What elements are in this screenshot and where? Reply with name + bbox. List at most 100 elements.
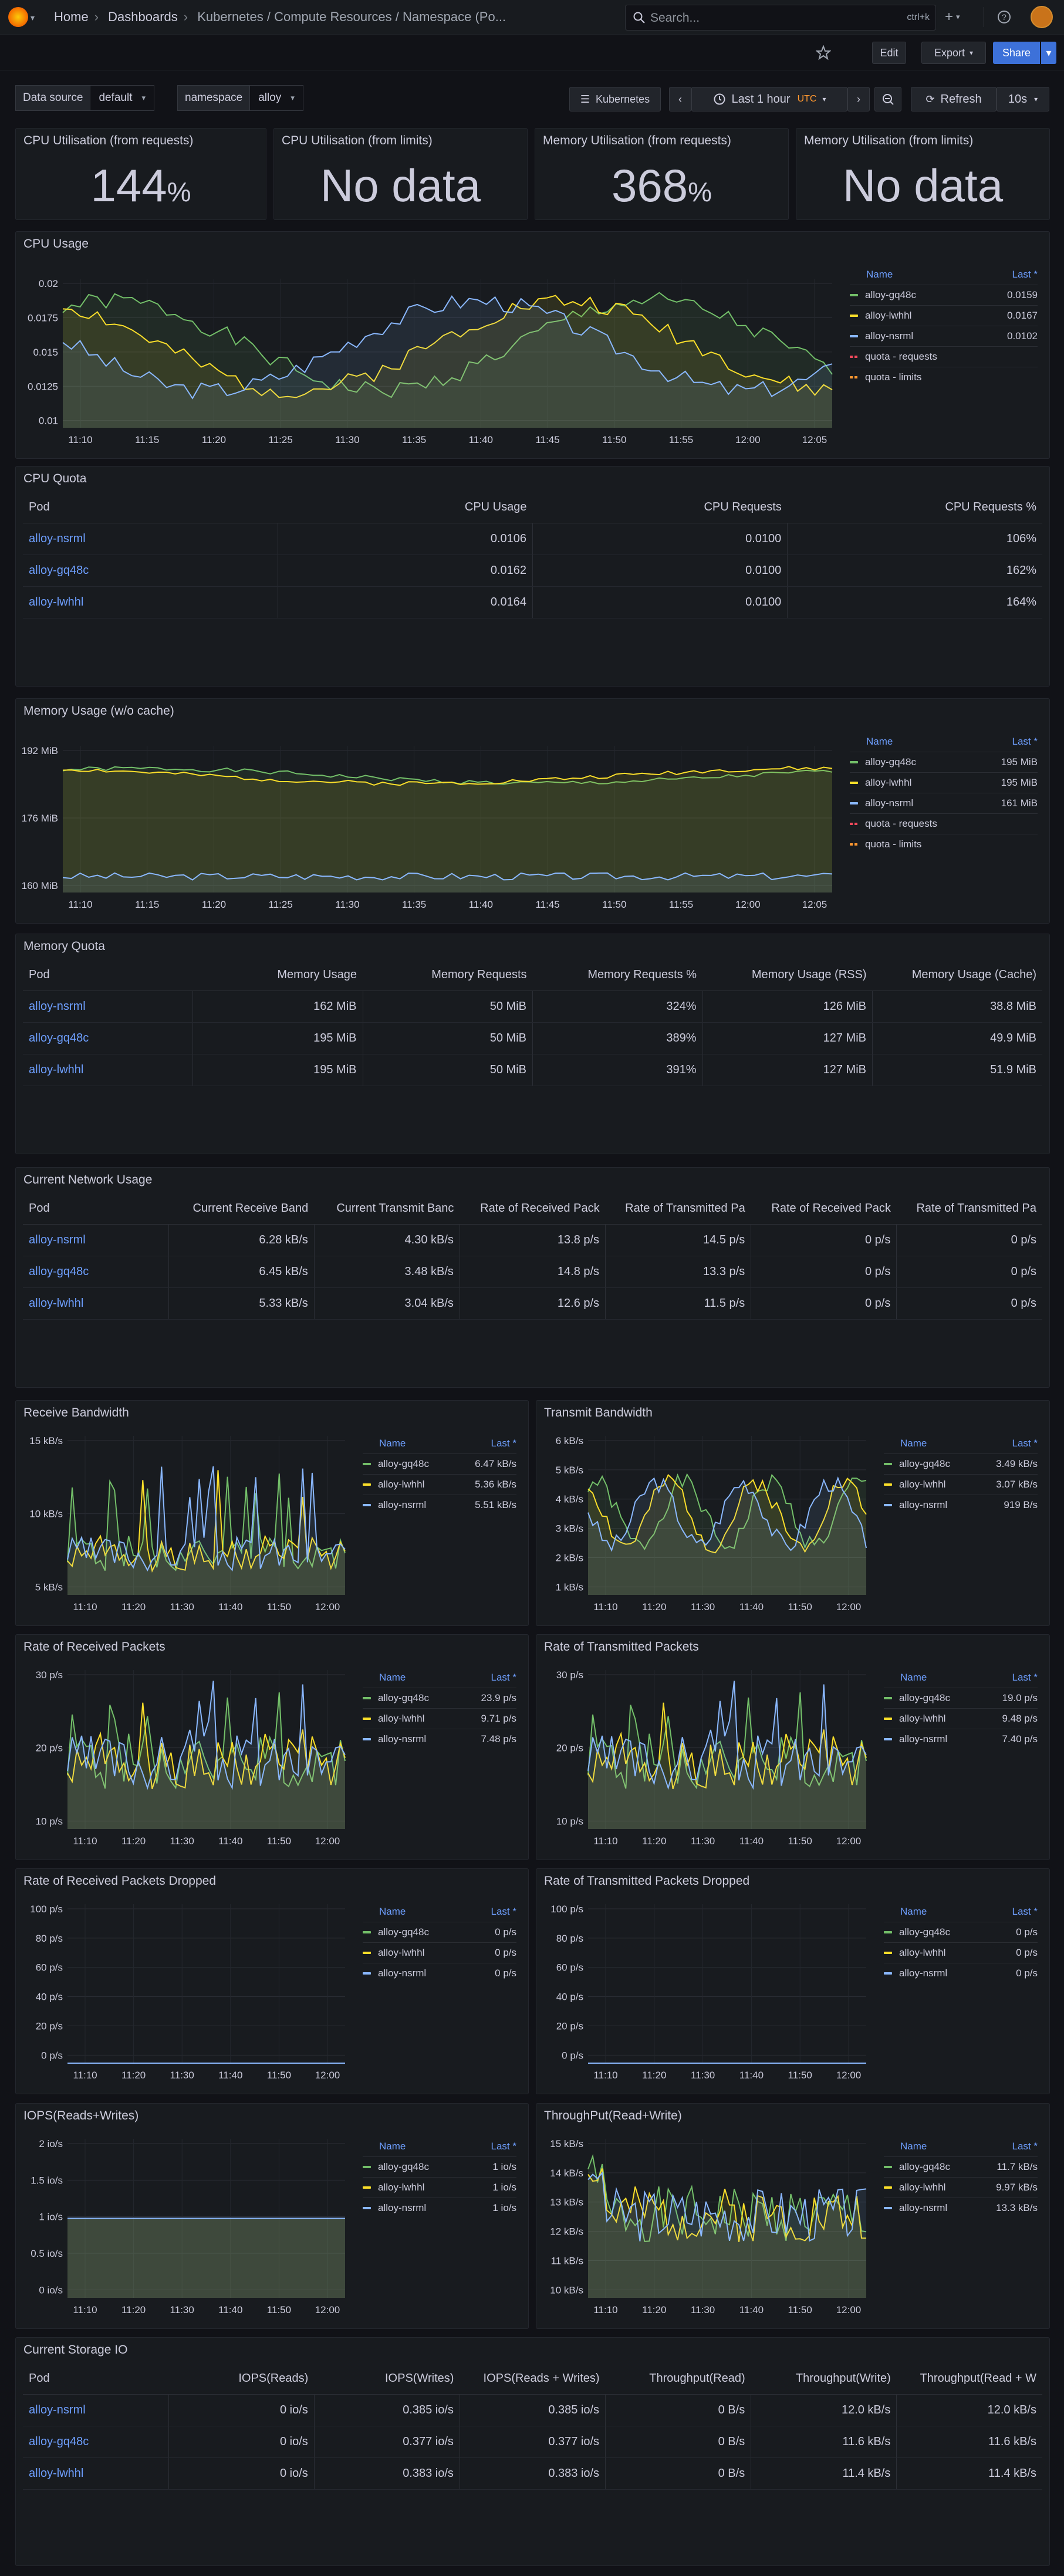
legend-name-header[interactable]: Name: [900, 1672, 927, 1683]
legend-name-header[interactable]: Name: [900, 1906, 927, 1917]
column-header[interactable]: IOPS(Reads): [168, 2364, 315, 2395]
legend-name-header[interactable]: Name: [379, 2141, 406, 2152]
legend-item[interactable]: alloy-lwhhl 5.36 kB/s: [363, 1474, 516, 1495]
legend-last-header[interactable]: Last *: [1012, 736, 1038, 747]
legend-item[interactable]: alloy-nsrml 5.51 kB/s: [363, 1495, 516, 1515]
legend-item[interactable]: alloy-nsrml 7.40 p/s: [884, 1729, 1038, 1749]
chart-svg[interactable]: 2 io/s 1.5 io/s 1 io/s 0.5 io/s 0 io/s 11:10 1…: [16, 2104, 528, 2328]
series-line-1[interactable]: [62, 295, 833, 398]
pod-link[interactable]: alloy-gq48c: [23, 1022, 193, 1054]
series-line-2[interactable]: [587, 2171, 867, 2242]
pod-link[interactable]: alloy-nsrml: [23, 2394, 169, 2426]
column-header[interactable]: Pod: [23, 1194, 169, 1225]
column-header[interactable]: IOPS(Writes): [314, 2364, 460, 2395]
column-header[interactable]: Rate of Transmitted Pa: [896, 1194, 1042, 1225]
column-header[interactable]: Current Receive Band: [168, 1194, 315, 1225]
column-header[interactable]: Pod: [23, 2364, 169, 2395]
legend-item[interactable]: alloy-gq48c 0 p/s: [884, 1922, 1038, 1942]
series-line-1[interactable]: [67, 1702, 346, 1790]
legend-name-header[interactable]: Name: [379, 1906, 406, 1917]
series-line-2[interactable]: [67, 1681, 346, 1790]
column-header[interactable]: IOPS(Reads + Writes): [460, 2364, 606, 2395]
column-header[interactable]: CPU Usage: [278, 492, 533, 523]
refresh-button[interactable]: ⟳ Refresh: [911, 87, 997, 111]
help-icon[interactable]: ?: [997, 7, 1012, 27]
pod-link[interactable]: alloy-gq48c: [23, 555, 278, 587]
legend-item[interactable]: alloy-gq48c 19.0 p/s: [884, 1688, 1038, 1708]
legend-item[interactable]: alloy-gq48c 3.49 kB/s: [884, 1453, 1038, 1474]
column-header[interactable]: Throughput(Write): [751, 2364, 897, 2395]
pod-link[interactable]: alloy-lwhhl: [23, 1287, 169, 1320]
legend-last-header[interactable]: Last *: [491, 2141, 516, 2152]
breadcrumb-home[interactable]: Home: [54, 9, 89, 24]
legend-name-header[interactable]: Name: [900, 1438, 927, 1449]
refresh-interval-select[interactable]: 10s ▾: [997, 87, 1049, 111]
pod-link[interactable]: alloy-gq48c: [23, 2426, 169, 2458]
legend-item[interactable]: alloy-gq48c 11.7 kB/s: [884, 2156, 1038, 2177]
legend-item[interactable]: alloy-nsrml 919 B/s: [884, 1495, 1038, 1515]
chart-svg[interactable]: 15 kB/s 14 kB/s 13 kB/s 12 kB/s 11 kB/s 10 kB…: [536, 2104, 1049, 2328]
column-header[interactable]: Memory Usage (RSS): [702, 960, 873, 991]
series-line-1[interactable]: [587, 1702, 867, 1790]
series-line-0[interactable]: [67, 1473, 346, 1571]
series-line-0[interactable]: [587, 1692, 867, 1790]
star-icon[interactable]: [816, 45, 831, 60]
legend-item[interactable]: alloy-lwhhl 1 io/s: [363, 2177, 516, 2198]
legend-name-header[interactable]: Name: [900, 2141, 927, 2152]
chart-svg[interactable]: 30 p/s 20 p/s 10 p/s 11:10 11:20 11:30 11:40 11…: [16, 1635, 528, 1860]
legend-item[interactable]: alloy-nsrml 0 p/s: [363, 1963, 516, 1983]
column-header[interactable]: Rate of Transmitted Pa: [605, 1194, 751, 1225]
export-button[interactable]: Export ▾: [921, 42, 986, 64]
legend-item[interactable]: alloy-nsrml 0 p/s: [884, 1963, 1038, 1983]
breadcrumb-dashboards[interactable]: Dashboards: [108, 9, 178, 24]
legend-item[interactable]: alloy-nsrml 1 io/s: [363, 2198, 516, 2218]
column-header[interactable]: Memory Requests: [363, 960, 533, 991]
series-line-1[interactable]: [587, 1473, 867, 1554]
legend-item[interactable]: alloy-nsrml 7.48 p/s: [363, 1729, 516, 1749]
legend-item[interactable]: alloy-lwhhl 195 MiB: [850, 772, 1038, 793]
pod-link[interactable]: alloy-lwhhl: [23, 1054, 193, 1086]
pod-link[interactable]: alloy-lwhhl: [23, 2457, 169, 2490]
legend-item[interactable]: alloy-lwhhl 0 p/s: [884, 1942, 1038, 1963]
legend-item[interactable]: alloy-lwhhl 9.97 kB/s: [884, 2177, 1038, 2198]
chart-svg[interactable]: 15 kB/s 10 kB/s 5 kB/s 11:10 11:20 11:30 11:40…: [16, 1401, 528, 1625]
new-plus-icon[interactable]: + ▾: [945, 9, 960, 25]
legend-item[interactable]: quota - requests: [850, 346, 1038, 367]
legend-last-header[interactable]: Last *: [491, 1672, 516, 1683]
share-dropdown-chevron-icon[interactable]: ▾: [1041, 42, 1056, 64]
legend-item[interactable]: alloy-lwhhl 0.0167: [850, 305, 1038, 326]
legend-item[interactable]: alloy-gq48c 0 p/s: [363, 1922, 516, 1942]
legend-last-header[interactable]: Last *: [1012, 1672, 1038, 1683]
legend-item[interactable]: alloy-gq48c 23.9 p/s: [363, 1688, 516, 1708]
pod-link[interactable]: alloy-gq48c: [23, 1256, 169, 1288]
series-line-2[interactable]: [67, 1466, 346, 1572]
menu-chevron-down-icon[interactable]: ▾: [31, 13, 35, 22]
time-forward-chevron-icon[interactable]: ›: [847, 87, 870, 111]
column-header[interactable]: Throughput(Read): [605, 2364, 751, 2395]
chart-svg[interactable]: 0.02 0.0175 0.015 0.0125 0.01 11:10 11:15 11:20…: [16, 232, 1049, 458]
legend-item[interactable]: alloy-lwhhl 0 p/s: [363, 1942, 516, 1963]
legend-last-header[interactable]: Last *: [1012, 1438, 1038, 1449]
legend-item[interactable]: alloy-lwhhl 9.48 p/s: [884, 1708, 1038, 1729]
column-header[interactable]: Memory Usage: [192, 960, 363, 991]
legend-name-header[interactable]: Name: [379, 1438, 406, 1449]
legend-item[interactable]: alloy-nsrml 161 MiB: [850, 793, 1038, 813]
column-header[interactable]: Rate of Received Pack: [460, 1194, 606, 1225]
legend-item[interactable]: alloy-lwhhl 9.71 p/s: [363, 1708, 516, 1729]
series-line-0[interactable]: [587, 1473, 867, 1550]
series-line-2[interactable]: [62, 295, 833, 400]
legend-last-header[interactable]: Last *: [1012, 2141, 1038, 2152]
series-line-0[interactable]: [62, 292, 833, 398]
legend-item[interactable]: quota - limits: [850, 367, 1038, 387]
legend-name-header[interactable]: Name: [866, 269, 893, 280]
legend-last-header[interactable]: Last *: [491, 1438, 516, 1449]
legend-last-header[interactable]: Last *: [1012, 1906, 1038, 1917]
legend-item[interactable]: alloy-nsrml 13.3 kB/s: [884, 2198, 1038, 2218]
share-button[interactable]: Share: [993, 42, 1040, 64]
legend-item[interactable]: quota - limits: [850, 834, 1038, 854]
legend-item[interactable]: alloy-gq48c 6.47 kB/s: [363, 1453, 516, 1474]
series-line-1[interactable]: [587, 2168, 867, 2242]
pod-link[interactable]: alloy-nsrml: [23, 1224, 169, 1256]
namespace-select[interactable]: alloy ▾: [250, 85, 303, 111]
column-header[interactable]: Memory Requests %: [532, 960, 702, 991]
